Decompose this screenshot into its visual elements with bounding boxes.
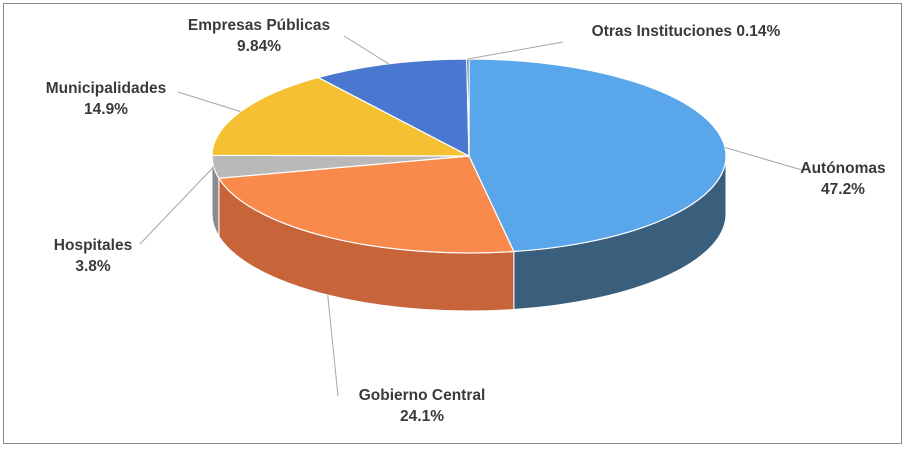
leader-line-municipalidades [177,91,241,113]
slice-value-autonomas: 47.2% [821,181,865,198]
leader-line-empresas-publicas [343,35,389,65]
slice-value-empresas-publicas: 9.84% [237,38,281,55]
pie-slice-gobierno-central [218,155,515,254]
data-label-gobierno-central: Gobierno Central 24.1% [359,385,486,427]
leader-line-otras-instituciones [467,41,564,60]
data-label-hospitales: Hospitales 3.8% [54,235,132,277]
leader-line-hospitales [139,166,214,245]
slice-name-autonomas: Autónomas [800,160,886,177]
slice-value-hospitales: 3.8% [75,258,111,275]
slice-name-otras-instituciones: Otras Instituciones [591,23,733,40]
data-label-empresas-publicas: Empresas Públicas 9.84% [188,15,330,57]
pie-slice-autonomas [468,58,727,253]
slice-name-hospitales: Hospitales [53,237,133,254]
data-label-municipalidades: Municipalidades 14.9% [46,78,167,120]
data-label-autonomas: Autónomas 47.2% [800,158,885,200]
slice-name-municipalidades: Municipalidades [45,80,167,97]
leader-line-autonomas [724,147,803,171]
slice-name-gobierno-central: Gobierno Central [358,387,486,404]
slice-name-empresas-publicas: Empresas Públicas [187,17,331,34]
data-label-otras-instituciones: Otras Instituciones 0.14% [592,21,781,42]
slice-value-otras-instituciones: 0.14% [736,23,781,40]
slice-value-municipalidades: 14.9% [84,101,128,118]
leader-lines [139,35,803,397]
pie-top-faces [211,58,727,254]
slice-value-gobierno-central: 24.1% [400,408,444,425]
pie-slice-municipalidades [211,76,470,157]
leader-line-gobierno-central [327,294,339,397]
